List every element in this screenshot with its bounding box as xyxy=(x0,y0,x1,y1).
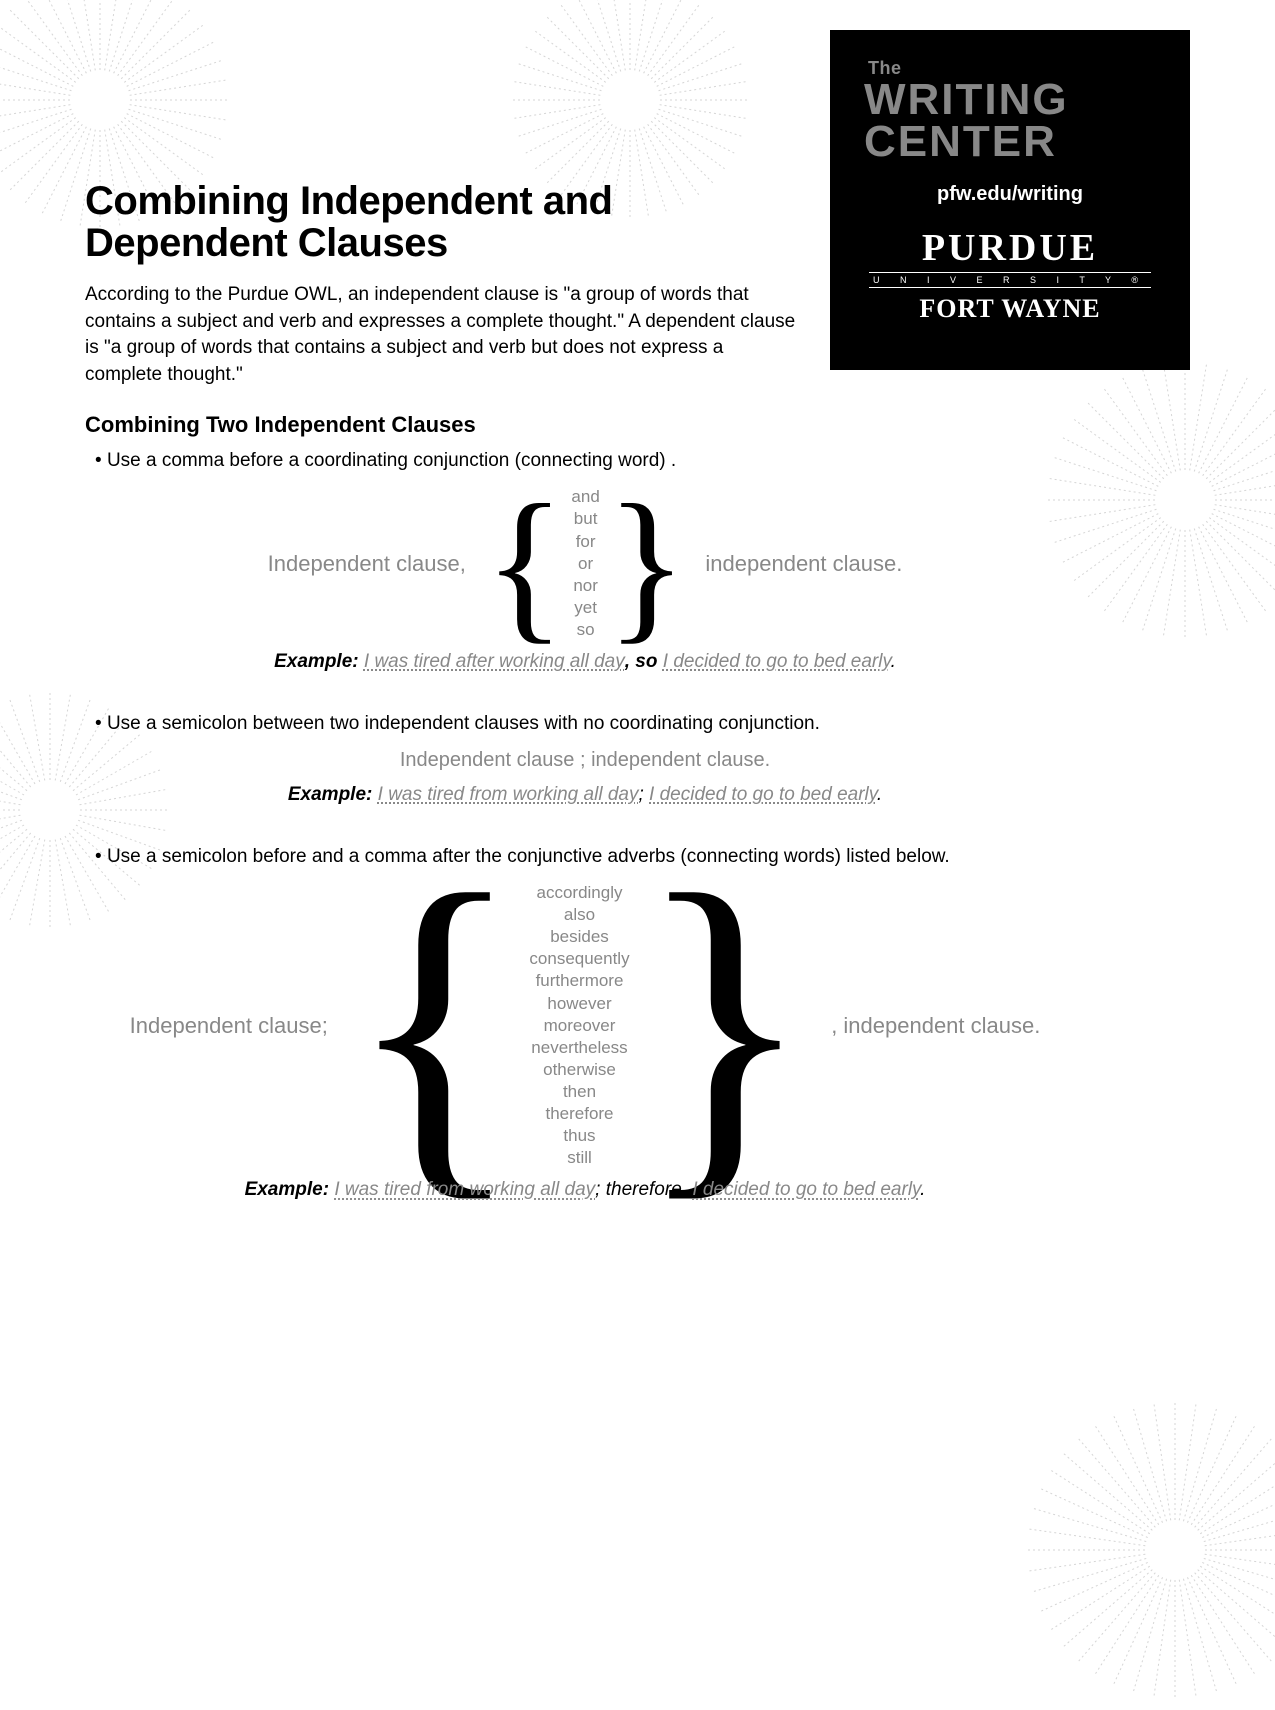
header-university: U N I V E R S I T Y ® xyxy=(869,272,1151,288)
left-brace-icon: { xyxy=(346,887,524,1165)
header-url: pfw.edu/writing xyxy=(860,183,1160,206)
writing-center-header: The WRITING CENTER pfw.edu/writing PURDU… xyxy=(830,30,1190,370)
rule1-right: independent clause. xyxy=(705,551,902,577)
rule2-text: Use a semicolon between two independent … xyxy=(109,713,1185,735)
rule1-example: Example: I was tired after working all d… xyxy=(274,651,896,672)
left-brace-icon: { xyxy=(484,496,566,632)
rule3-diagram: Independent clause; { accordinglyalsobes… xyxy=(85,882,1085,1169)
adverb-list: accordinglyalsobesidesconsequentlyfurthe… xyxy=(529,882,629,1169)
section-heading: Combining Two Independent Clauses xyxy=(85,412,805,438)
rule2-pattern: Independent clause ; independent clause. xyxy=(85,749,1085,772)
main-content: Combining Independent and Dependent Clau… xyxy=(85,180,805,1241)
intro-paragraph: According to the Purdue OWL, an independ… xyxy=(85,282,805,388)
rule3-left: Independent clause; xyxy=(130,1013,328,1039)
header-writing: WRITING xyxy=(864,79,1160,121)
right-brace-icon: } xyxy=(636,887,814,1165)
rule1-diagram: Independent clause, { andbutforornoryets… xyxy=(85,486,1085,641)
conjunction-list: andbutforornoryetso xyxy=(571,486,599,641)
header-center: CENTER xyxy=(864,121,1160,163)
page-title: Combining Independent and Dependent Clau… xyxy=(85,180,805,264)
right-brace-icon: } xyxy=(606,496,688,632)
header-purdue: PURDUE xyxy=(860,226,1160,270)
header-fortwayne: FORT WAYNE xyxy=(860,294,1160,324)
rule2-example: Example: I was tired from working all da… xyxy=(288,784,882,805)
rule1-left: Independent clause, xyxy=(268,551,466,577)
rule3-example: Example: I was tired from working all da… xyxy=(245,1179,926,1200)
rule3-right: , independent clause. xyxy=(831,1013,1040,1039)
starburst-decoration xyxy=(1015,1390,1275,1710)
